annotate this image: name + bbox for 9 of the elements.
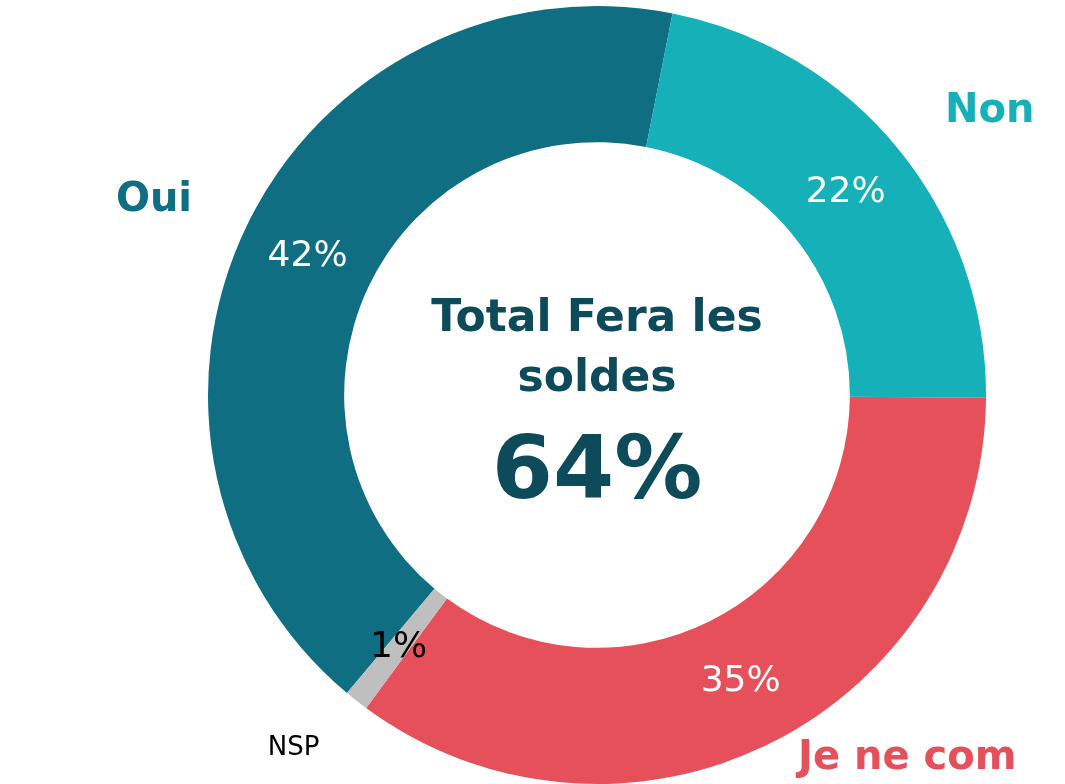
slice-label: Non (944, 84, 1035, 131)
data-label: 35% (700, 658, 781, 700)
slice-label: Je ne com (795, 732, 1017, 779)
slice-label: NSP (267, 730, 320, 761)
data-label: 22% (805, 168, 886, 210)
data-label: 42% (267, 232, 348, 274)
slice-label: Oui (115, 174, 193, 221)
text: Total Fera les soldes (431, 290, 763, 402)
text: 64% (491, 415, 703, 519)
